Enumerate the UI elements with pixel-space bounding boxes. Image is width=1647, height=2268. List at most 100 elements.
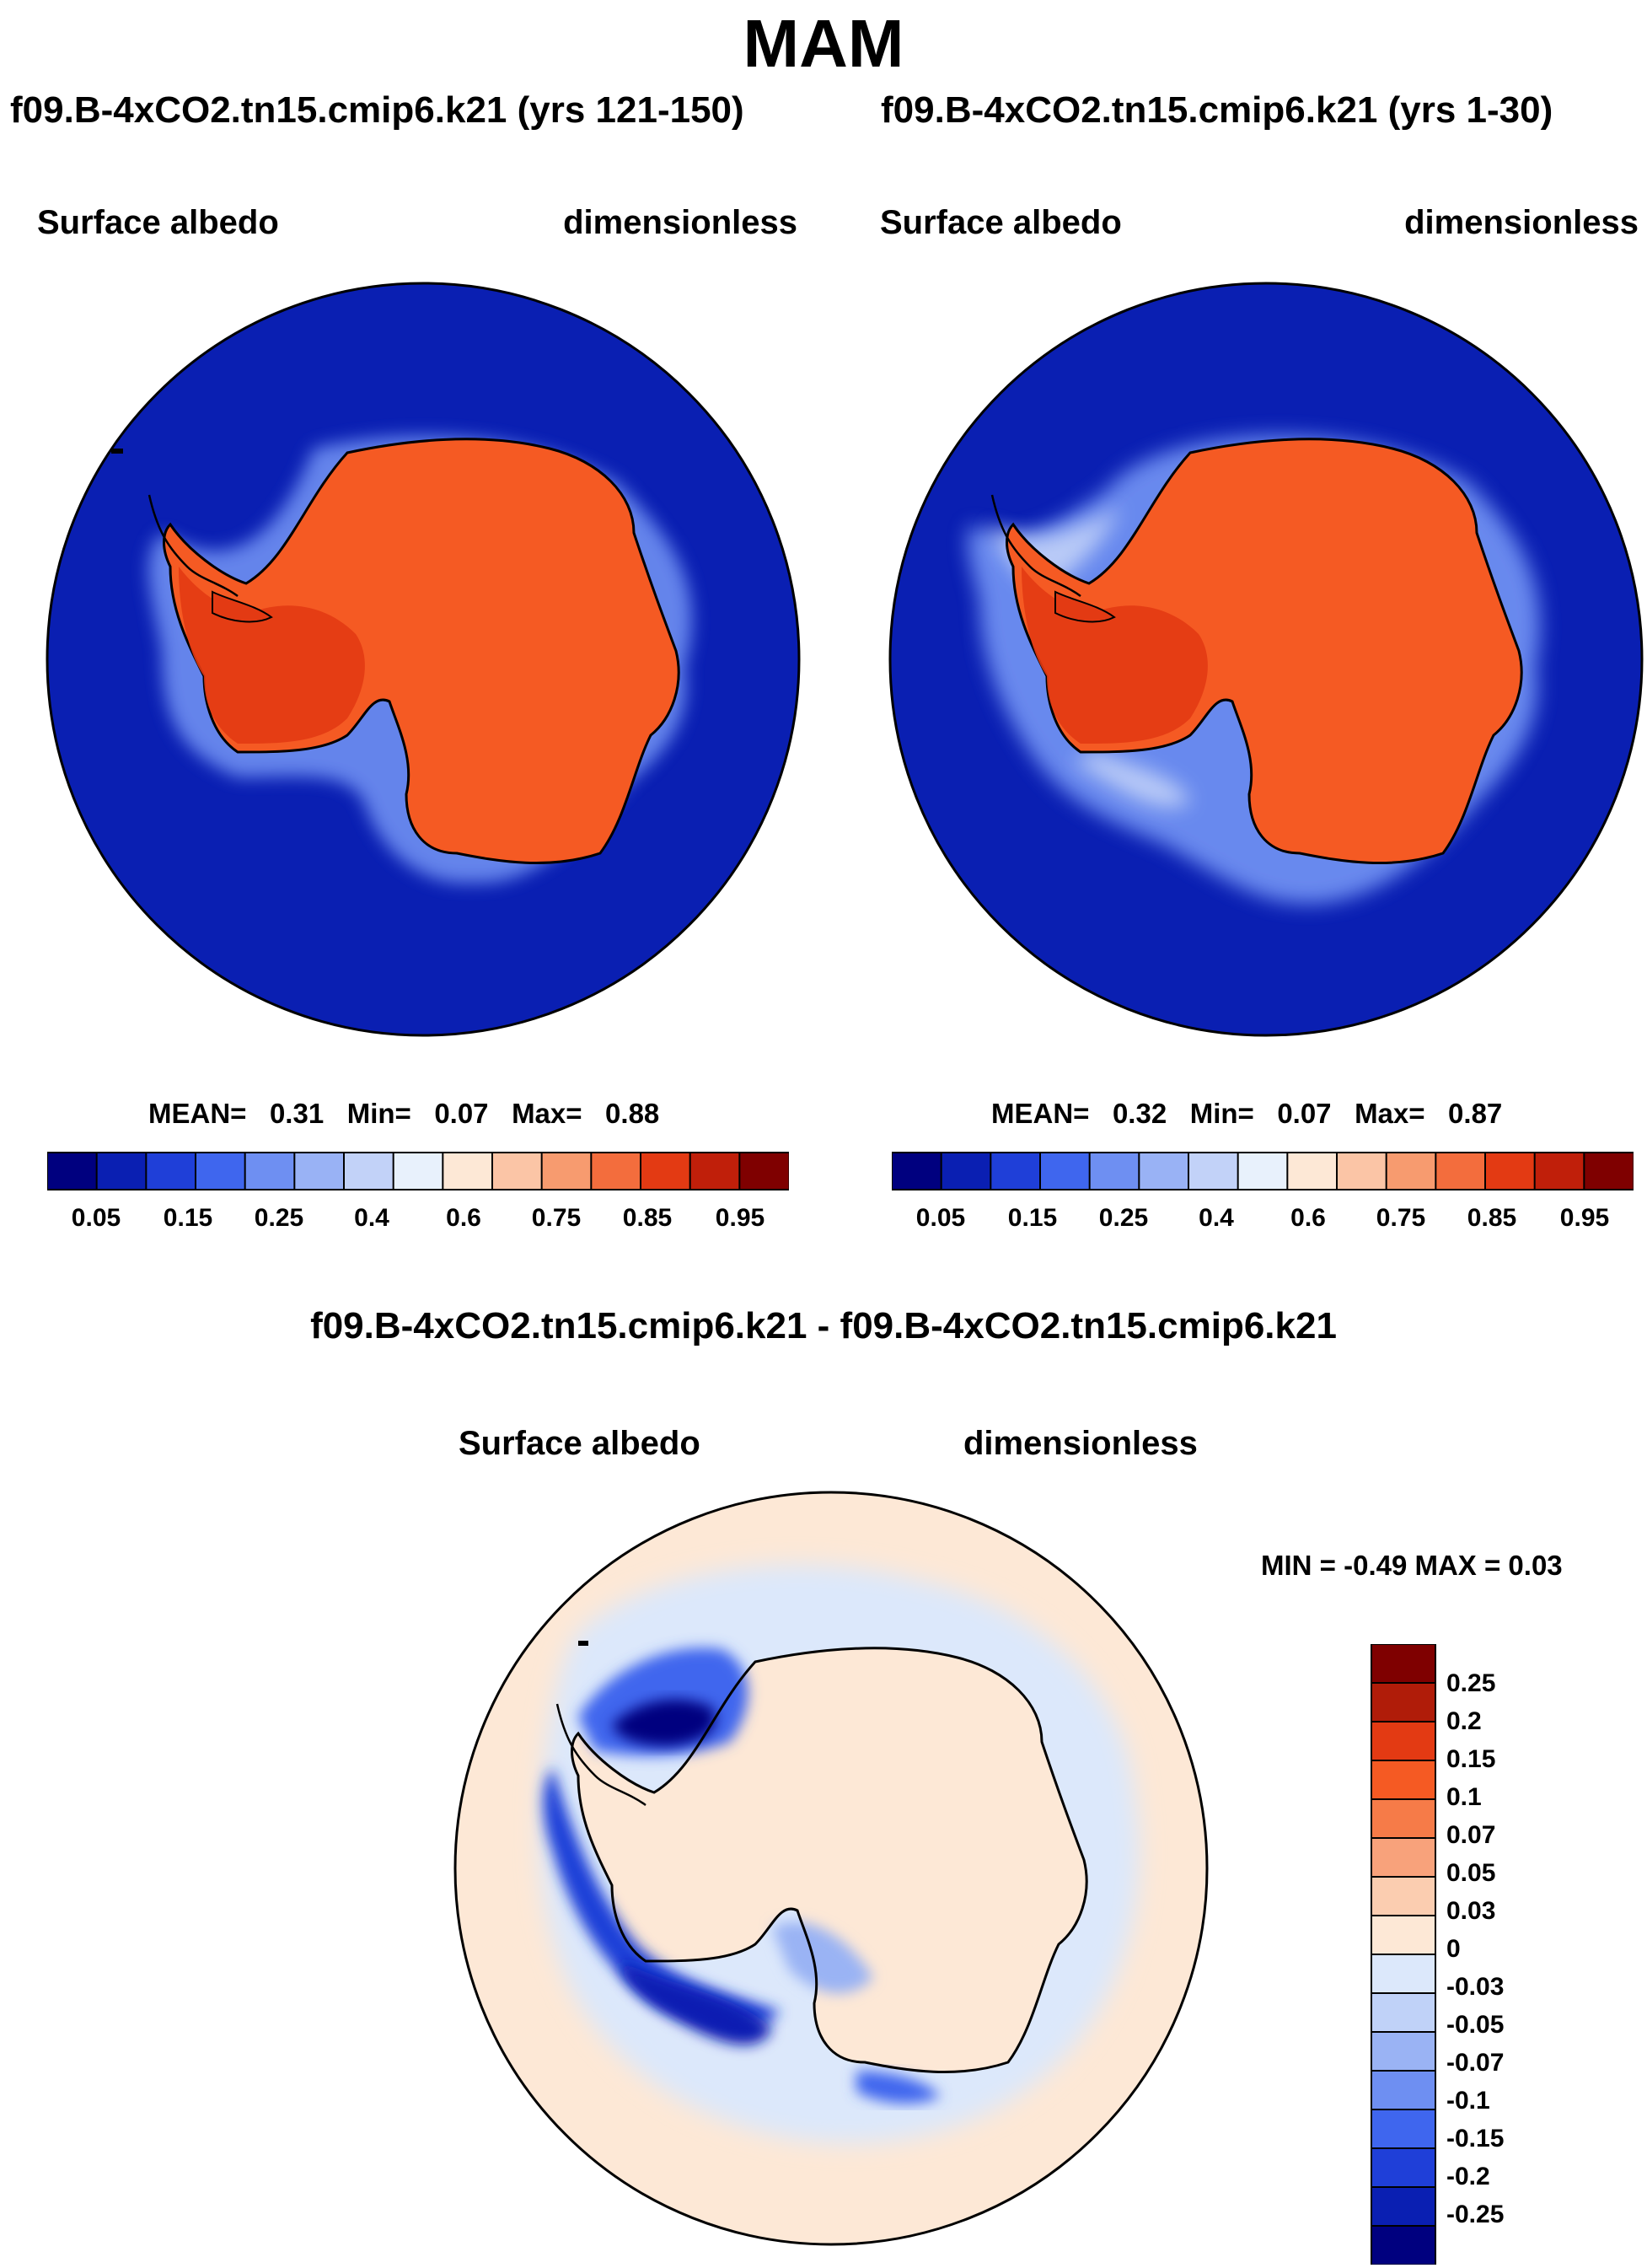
diff-colorbar — [1371, 1644, 1436, 2265]
diff-tick: 0 — [1446, 1935, 1461, 1963]
panel1-stats: MEAN= 0.31 Min= 0.07 Max= 0.88 — [148, 1098, 659, 1130]
colorbar-swatch — [293, 1152, 346, 1190]
colorbar-swatch — [689, 1152, 741, 1190]
diff-tick: -0.2 — [1446, 2163, 1490, 2190]
diff-tick: -0.15 — [1446, 2125, 1505, 2152]
panel1-tick: 0.6 — [446, 1204, 481, 1232]
panel1-tick: 0.75 — [531, 1204, 582, 1232]
diff-tick: 0.25 — [1446, 1669, 1496, 1697]
diff-polar-map — [453, 1491, 1209, 2246]
colorbar-swatch — [1533, 1152, 1585, 1190]
colorbar-swatch — [343, 1152, 395, 1190]
diff-tick: 0.1 — [1446, 1783, 1482, 1811]
colorbar-swatch — [392, 1152, 444, 1190]
colorbar-swatch — [1371, 2070, 1436, 2111]
diff-tick: 0.2 — [1446, 1707, 1482, 1735]
diff-east-minimum — [856, 2071, 941, 2104]
colorbar-swatch — [1371, 2147, 1436, 2189]
page-title: MAM — [743, 6, 904, 81]
max-value: 0.88 — [605, 1098, 660, 1129]
colorbar-swatch — [442, 1152, 494, 1190]
colorbar-swatch — [1237, 1152, 1289, 1190]
diff-tick: 0.15 — [1446, 1745, 1496, 1773]
panel2-tick: 0.95 — [1559, 1204, 1610, 1232]
antarctica-coastline — [571, 1647, 1088, 2074]
panel2-tick: 0.75 — [1376, 1204, 1426, 1232]
panel2-tick: 0.25 — [1098, 1204, 1149, 1232]
panel2-tick: 0.6 — [1290, 1204, 1326, 1232]
panel2-tick: 0.05 — [915, 1204, 966, 1232]
panel2-case-title: f09.B-4xCO2.tn15.cmip6.k21 (yrs 1-30) — [881, 89, 1553, 131]
diff-tick: 0.05 — [1446, 1859, 1496, 1887]
diff-inner-ross — [772, 1921, 873, 1994]
peninsula-coast — [555, 1703, 646, 1807]
diff-tick: -0.25 — [1446, 2201, 1505, 2228]
colorbar-swatch — [940, 1152, 992, 1190]
ross-ice-shelf — [1054, 590, 1116, 623]
colorbar-swatch — [1371, 1992, 1436, 2034]
panel1-units-label: dimensionless — [563, 204, 797, 241]
colorbar-swatch — [244, 1152, 296, 1190]
colorbar-swatch — [1371, 2186, 1436, 2228]
antarctica-land — [163, 438, 680, 865]
colorbar-swatch — [1138, 1152, 1190, 1190]
diff-tick: -0.03 — [1446, 1973, 1505, 2001]
ross-ice-shelf — [212, 590, 273, 623]
colorbar-swatch — [47, 1152, 99, 1190]
colorbar-swatch — [1371, 1721, 1436, 1762]
colorbar-swatch — [1385, 1152, 1437, 1190]
diff-tick: -0.1 — [1446, 2087, 1490, 2115]
colorbar-swatch — [145, 1152, 197, 1190]
colorbar-swatch — [1336, 1152, 1388, 1190]
colorbar-swatch — [640, 1152, 692, 1190]
panel1-polar-map — [46, 282, 801, 1037]
colorbar-swatch — [1039, 1152, 1092, 1190]
panel1-tick: 0.25 — [254, 1204, 304, 1232]
colorbar-swatch — [1088, 1152, 1140, 1190]
diff-tick: 0.03 — [1446, 1897, 1496, 1925]
mean-value: 0.32 — [1112, 1098, 1167, 1129]
colorbar-swatch — [540, 1152, 593, 1190]
colorbar-swatch — [1188, 1152, 1240, 1190]
diff-tick: -0.05 — [1446, 2011, 1505, 2039]
diff-tick: 0.07 — [1446, 1821, 1496, 1849]
panel1-tick: 0.95 — [715, 1204, 765, 1232]
colorbar-swatch — [1484, 1152, 1537, 1190]
max-value: 0.87 — [1448, 1098, 1503, 1129]
min-label: Min= — [1189, 1098, 1254, 1129]
panel1-tick: 0.4 — [354, 1204, 389, 1232]
island-mark — [578, 1641, 588, 1646]
diff-weddell-core — [612, 1699, 716, 1746]
island-mark — [111, 449, 123, 454]
panel2-variable-label: Surface albedo — [880, 204, 1122, 241]
colorbar-swatch — [1371, 2031, 1436, 2072]
colorbar-swatch — [1286, 1152, 1339, 1190]
colorbar-swatch — [1435, 1152, 1487, 1190]
diff-tick: -0.07 — [1446, 2049, 1505, 2077]
diff-units-label: dimensionless — [963, 1425, 1198, 1462]
colorbar-swatch — [738, 1152, 789, 1190]
panel2-colorbar — [892, 1152, 1634, 1190]
min-label: Min= — [346, 1098, 411, 1129]
colorbar-swatch — [1371, 1682, 1436, 1723]
colorbar-swatch — [95, 1152, 148, 1190]
colorbar-swatch — [1371, 1798, 1436, 1840]
panel1-tick: 0.05 — [71, 1204, 121, 1232]
panel2-stats: MEAN= 0.32 Min= 0.07 Max= 0.87 — [991, 1098, 1502, 1130]
colorbar-swatch — [1583, 1152, 1634, 1190]
colorbar-swatch — [892, 1152, 943, 1190]
panel2-polar-map — [888, 282, 1644, 1037]
antarctica-land — [1006, 438, 1523, 865]
panel2-tick: 0.4 — [1199, 1204, 1234, 1232]
colorbar-swatch — [491, 1152, 544, 1190]
max-label: Max= — [1355, 1098, 1425, 1129]
min-value: 0.07 — [1277, 1098, 1332, 1129]
panel1-case-title: f09.B-4xCO2.tn15.cmip6.k21 (yrs 121-150) — [10, 89, 744, 131]
colorbar-swatch — [1371, 1644, 1436, 1685]
min-value: 0.07 — [434, 1098, 489, 1129]
peninsula-coast — [990, 494, 1081, 598]
panel2-units-label: dimensionless — [1404, 204, 1639, 241]
colorbar-swatch — [195, 1152, 247, 1190]
panel1-variable-label: Surface albedo — [37, 204, 279, 241]
panel2-tick: 0.15 — [1007, 1204, 1058, 1232]
